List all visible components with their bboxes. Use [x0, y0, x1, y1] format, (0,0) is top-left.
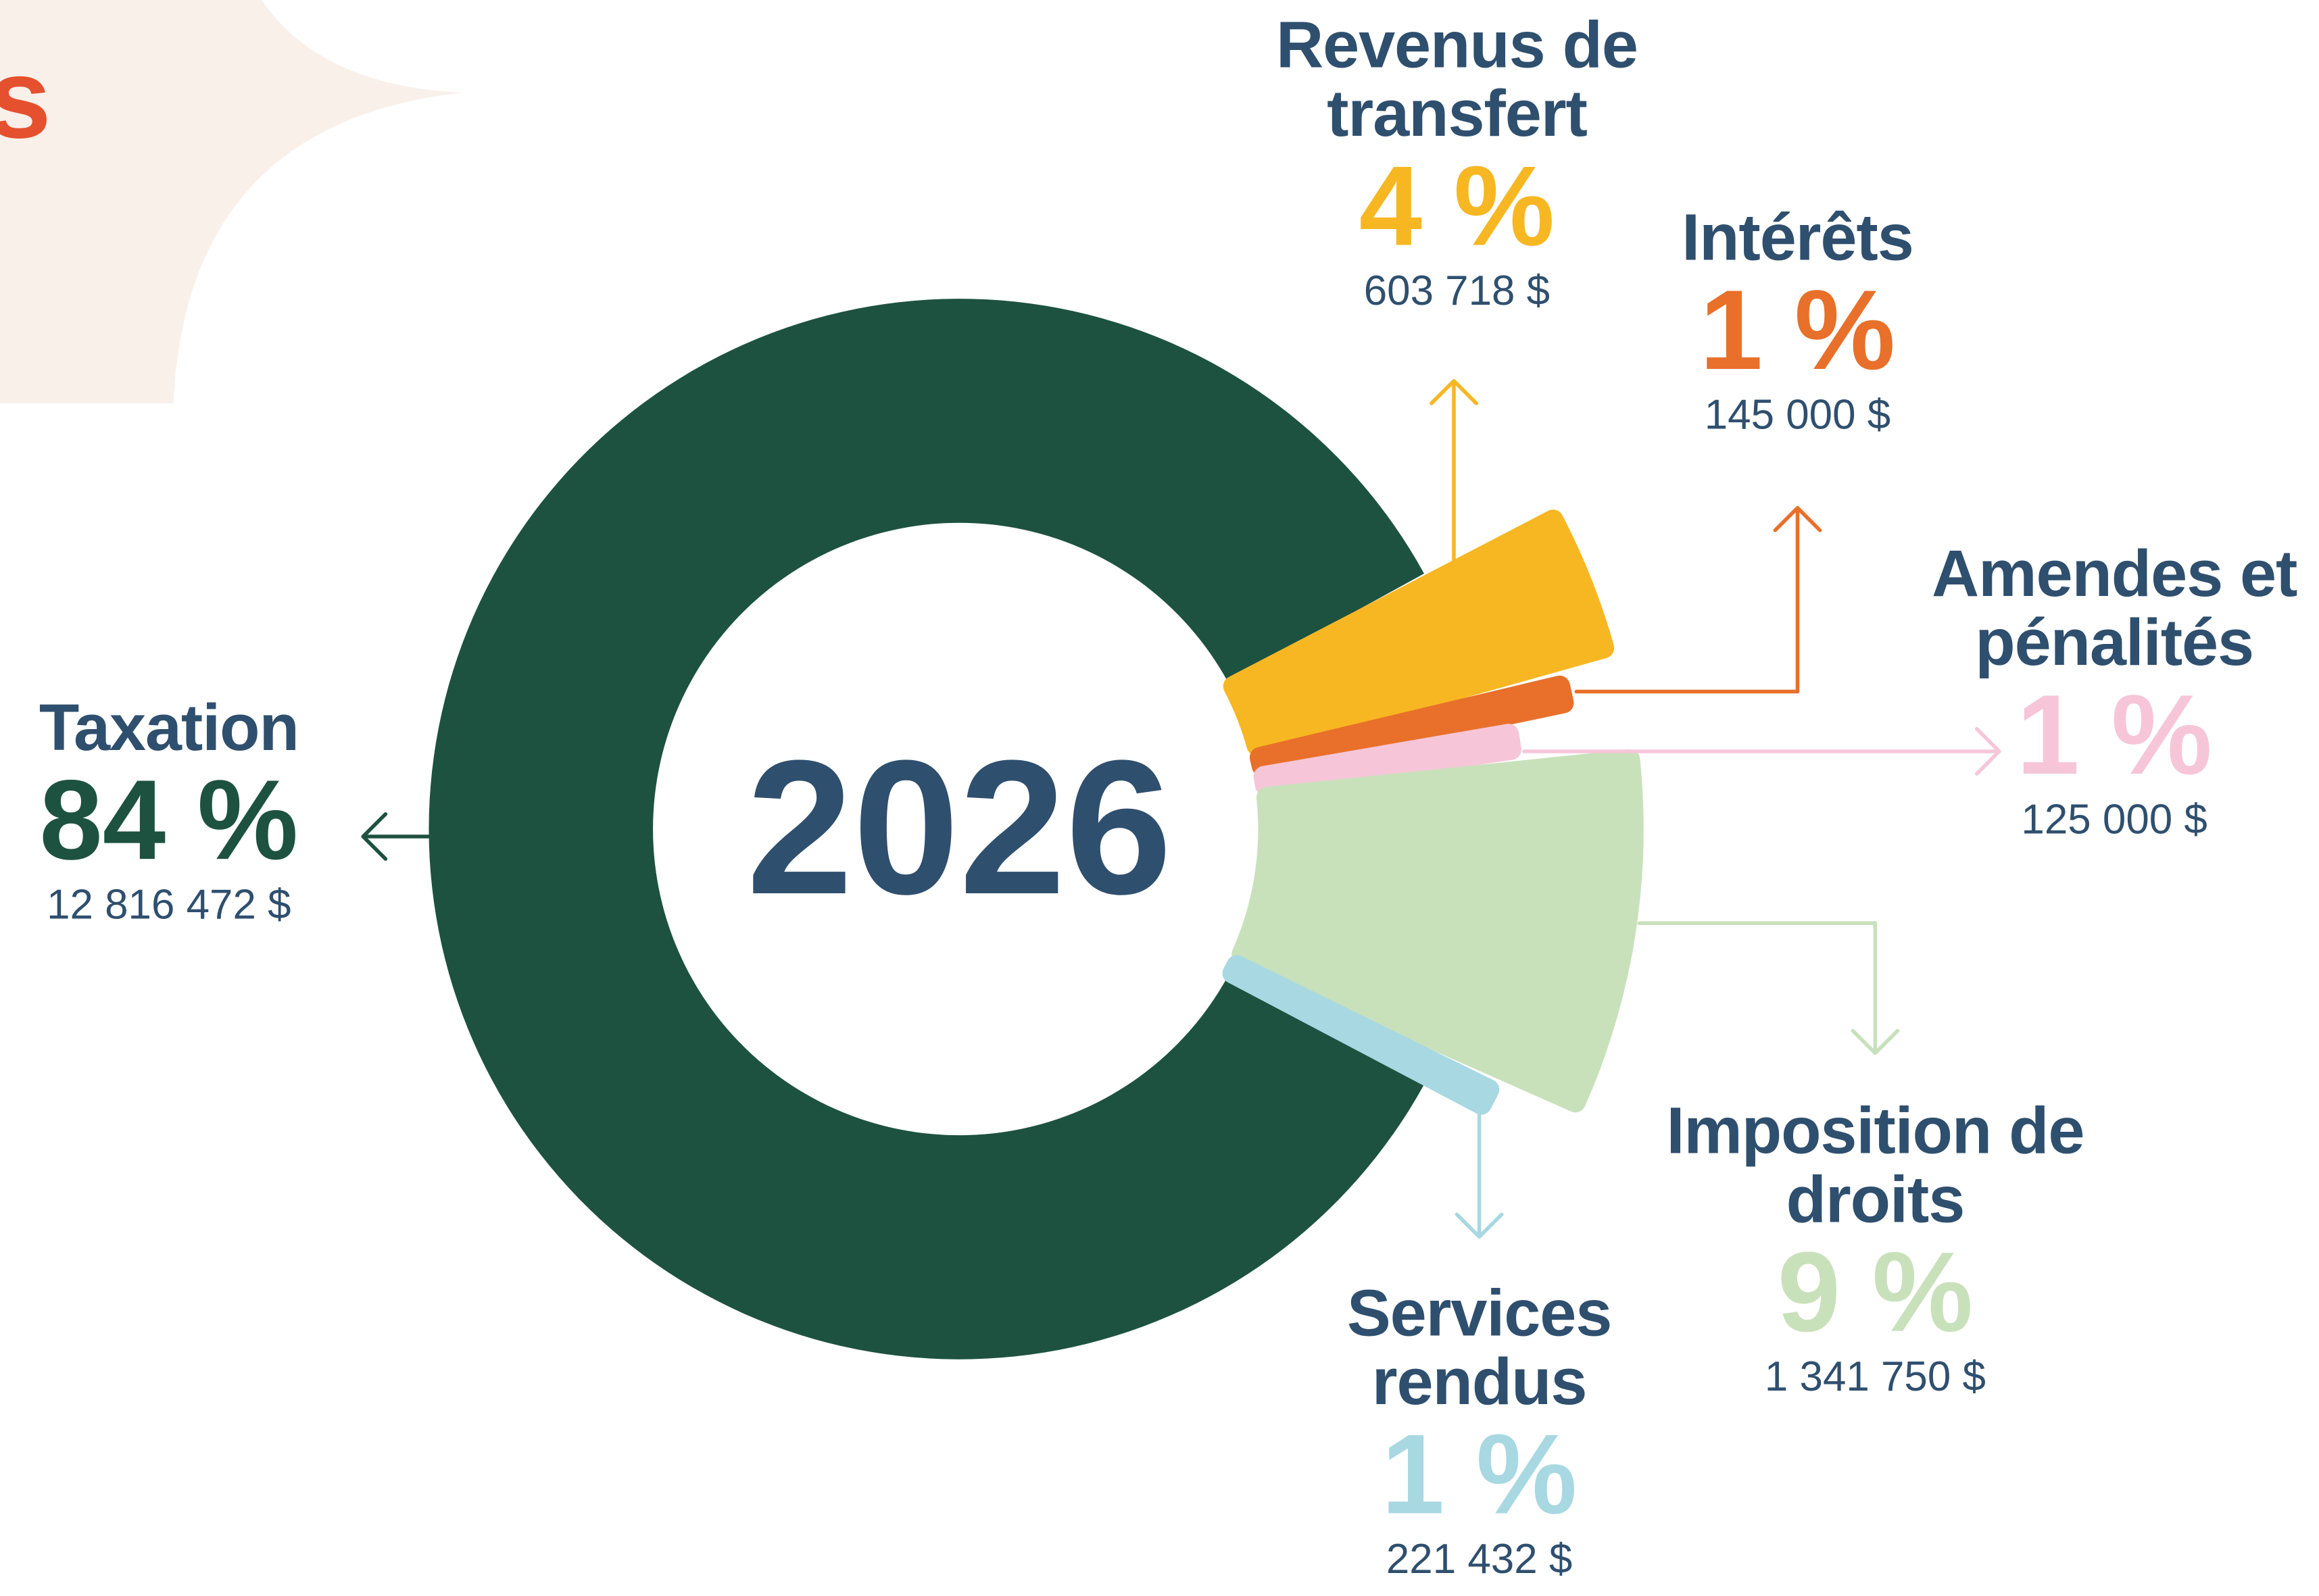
category-label: Revenus de transfert: [1275, 9, 1638, 151]
slice: [1222, 955, 1500, 1115]
category-label: Services rendus: [1346, 1277, 1613, 1420]
category-label: Imposition de droits: [1666, 1095, 2084, 1237]
amount-label: 125 000 $: [2021, 796, 2207, 843]
slice: [1249, 675, 1574, 776]
slice-label: Services rendus 1 % 221 432 $: [1270, 1277, 1688, 1585]
value-label: 1 %: [2016, 672, 2212, 799]
arrow: [1455, 1073, 1504, 1239]
value-label: 1 %: [1381, 1412, 1578, 1539]
value-label: 84 %: [39, 757, 299, 884]
slice: [1253, 724, 1521, 796]
value-label: 9 %: [1777, 1229, 1974, 1357]
slice-label: Revenus de transfert 4 % 603 718 $: [1248, 9, 1666, 317]
arrow: [1574, 505, 1822, 694]
slice: [1231, 749, 1644, 1113]
slice-label: Amendes et pénalités 1 % 125 000 $: [1898, 537, 2319, 845]
arrow: [361, 812, 435, 861]
center-title: 2026: [747, 720, 1172, 934]
slice-label: Intérêts 1 % 145 000 $: [1588, 201, 2007, 441]
category-label: Amendes et pénalités: [1931, 537, 2297, 680]
heading-fragment: s: [0, 34, 51, 161]
arrow: [1522, 727, 2001, 776]
amount-label: 145 000 $: [1704, 391, 1891, 438]
category-label: Taxation: [39, 691, 299, 765]
amount-label: 603 718 $: [1363, 267, 1551, 314]
amount-label: 221 432 $: [1386, 1535, 1573, 1582]
slice-label: Imposition de droits 9 % 1 341 750 $: [1666, 1095, 2084, 1403]
arrow: [1430, 378, 1478, 574]
slice: [1223, 509, 1615, 756]
amount-label: 1 341 750 $: [1764, 1353, 1986, 1400]
arrows: [361, 378, 2001, 1239]
amount-label: 12 816 472 $: [47, 881, 291, 928]
arrow: [1637, 921, 1900, 1055]
background-blob: [0, 0, 464, 403]
category-label: Intérêts: [1682, 201, 1914, 275]
value-label: 4 %: [1359, 143, 1555, 271]
value-label: 1 %: [1699, 267, 1896, 395]
slice: [429, 299, 1424, 1360]
slice-label: Taxation 84 % 12 816 472 $: [0, 691, 378, 930]
